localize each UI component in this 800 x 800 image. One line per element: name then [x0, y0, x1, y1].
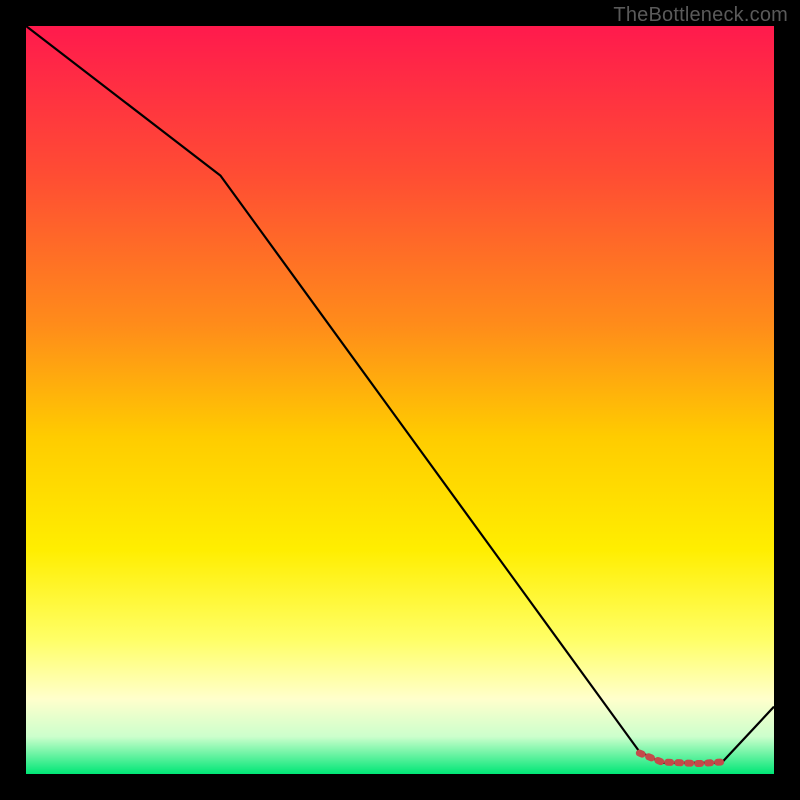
gradient-background [26, 26, 774, 774]
chart-container: TheBottleneck.com [0, 0, 800, 800]
attribution-text: TheBottleneck.com [613, 4, 788, 27]
plot-area [26, 26, 774, 774]
chart-svg [26, 26, 774, 774]
